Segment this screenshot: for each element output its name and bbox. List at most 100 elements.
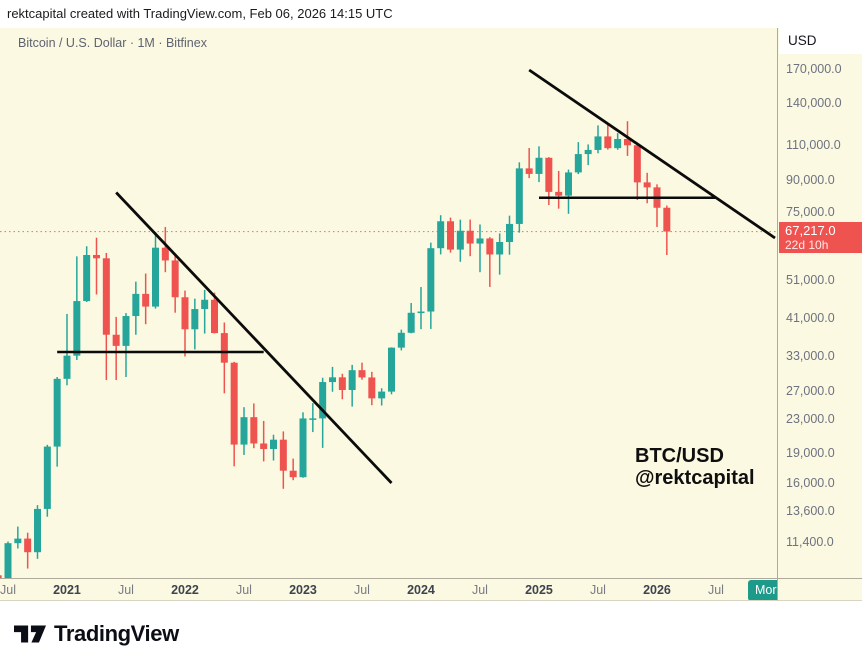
- candle-body: [614, 139, 622, 149]
- time-axis-label: Jul: [589, 583, 606, 597]
- candle-body: [574, 154, 582, 173]
- candle-body: [368, 377, 376, 399]
- candle-body: [43, 446, 51, 509]
- candle-body: [132, 293, 140, 317]
- candle-body: [161, 247, 169, 261]
- downtrend-2025-2026: [528, 68, 776, 240]
- interval-badge[interactable]: Mor: [748, 580, 777, 600]
- candle-body: [112, 334, 120, 346]
- watermark-handle: @rektcapital: [635, 467, 755, 489]
- candle-body: [210, 299, 218, 334]
- candle-body: [397, 332, 405, 348]
- price-tick-label: 27,000.0: [786, 384, 835, 399]
- candle-body: [92, 254, 100, 259]
- candle-body: [564, 172, 572, 196]
- candle-body: [505, 223, 513, 242]
- price-tick-label: 23,000.0: [786, 412, 835, 427]
- candle-body: [260, 443, 268, 449]
- attribution-bar: rektcapital created with TradingView.com…: [0, 0, 862, 28]
- candle-body: [83, 254, 91, 302]
- price-tick-label: 41,000.0: [786, 311, 835, 326]
- candle-body: [250, 417, 258, 444]
- candle-body: [14, 538, 22, 544]
- candle-body: [63, 355, 71, 379]
- watermark-symbol: BTC/USD: [635, 445, 724, 467]
- candle-body: [338, 377, 346, 390]
- price-tick-label: 110,000.0: [786, 138, 841, 153]
- downtrend-2021-2022: [115, 191, 393, 484]
- candle-body: [594, 136, 602, 150]
- time-axis-label: 2023: [289, 583, 317, 597]
- candle-body: [269, 439, 277, 449]
- candle-body: [476, 238, 484, 244]
- price-tick-label: 75,000.0: [786, 205, 835, 220]
- candle-body: [309, 418, 317, 420]
- candle-body: [535, 157, 543, 174]
- candle-body: [456, 230, 464, 250]
- time-axis-label: 2022: [171, 583, 199, 597]
- current-price-value: 67,217.0: [785, 222, 836, 238]
- candle-body: [584, 149, 592, 155]
- chart-canvas[interactable]: Bitcoin / U.S. Dollar · 1M · Bitfinex BT…: [0, 28, 777, 578]
- candle-body: [437, 221, 445, 249]
- candle-body: [24, 538, 32, 553]
- candle-body: [417, 311, 425, 314]
- candle-body: [378, 391, 386, 399]
- price-tick-label: 16,000.0: [786, 476, 835, 491]
- candle-body: [230, 362, 238, 445]
- candle-body: [289, 470, 297, 478]
- candle-body: [181, 297, 189, 330]
- candle-body: [348, 370, 356, 390]
- time-axis[interactable]: Jul 2021 Jul 2022 Jul 2023 Jul 2024 Jul 2025 Jul 20…: [0, 578, 777, 601]
- axis-corner: [777, 578, 862, 601]
- candle-body: [623, 139, 631, 146]
- candle-body: [525, 168, 533, 174]
- candle-body: [358, 370, 366, 378]
- candle-body: [33, 508, 41, 553]
- tradingview-brand-text: TradingView: [54, 621, 179, 646]
- candle-body: [0, 575, 2, 578]
- attribution-text: rektcapital created with TradingView.com…: [7, 6, 393, 21]
- tradingview-logo: TradingView: [14, 621, 179, 647]
- time-axis-label: Jul: [471, 583, 488, 597]
- price-tick-label: 170,000.0: [786, 61, 842, 76]
- price-tick-label: 51,000.0: [786, 272, 835, 287]
- time-axis-label: 2021: [53, 583, 81, 597]
- candle-body: [545, 157, 553, 192]
- watermark: BTC/USD @rektcapital: [635, 445, 755, 489]
- price-tick-label: 13,600.0: [786, 504, 835, 519]
- bar-close-countdown: 22d 10h: [785, 237, 829, 252]
- time-axis-label: 2024: [407, 583, 435, 597]
- candle-body: [201, 299, 209, 310]
- candle-body: [387, 347, 395, 392]
- candle-body: [4, 543, 12, 578]
- candlestick-chart: [0, 68, 777, 578]
- time-axis-label: 2025: [525, 583, 553, 597]
- candle-body: [446, 221, 454, 250]
- candle-body: [407, 312, 415, 333]
- time-axis-label: Jul: [353, 583, 370, 597]
- price-axis[interactable]: USD 170,000.0 140,000.0 110,000.0 90,000.0 7…: [777, 28, 862, 578]
- time-axis-label: Jul: [235, 583, 252, 597]
- time-axis-label: Jul: [117, 583, 134, 597]
- currency-label: USD: [779, 28, 862, 54]
- price-tick-label: 11,400.0: [786, 535, 834, 550]
- symbol-title: Bitcoin / U.S. Dollar · 1M · Bitfinex: [18, 36, 207, 50]
- candle-body: [191, 309, 199, 330]
- candle-body: [299, 418, 307, 478]
- candle-body: [220, 333, 228, 363]
- candle-body: [171, 260, 179, 298]
- price-tick-label: 140,000.0: [786, 96, 842, 110]
- candle-body: [328, 377, 336, 383]
- candle-body: [643, 182, 651, 188]
- price-tick-label: 33,000.0: [786, 349, 835, 364]
- time-axis-label: Jul: [707, 583, 724, 597]
- price-tick-label: 90,000.0: [786, 173, 835, 188]
- tradingview-logo-icon: [14, 625, 46, 643]
- candle-body: [427, 248, 435, 312]
- candle-body: [466, 230, 474, 244]
- candle-body: [102, 258, 110, 335]
- candle-body: [486, 238, 494, 255]
- candle-body: [53, 378, 61, 447]
